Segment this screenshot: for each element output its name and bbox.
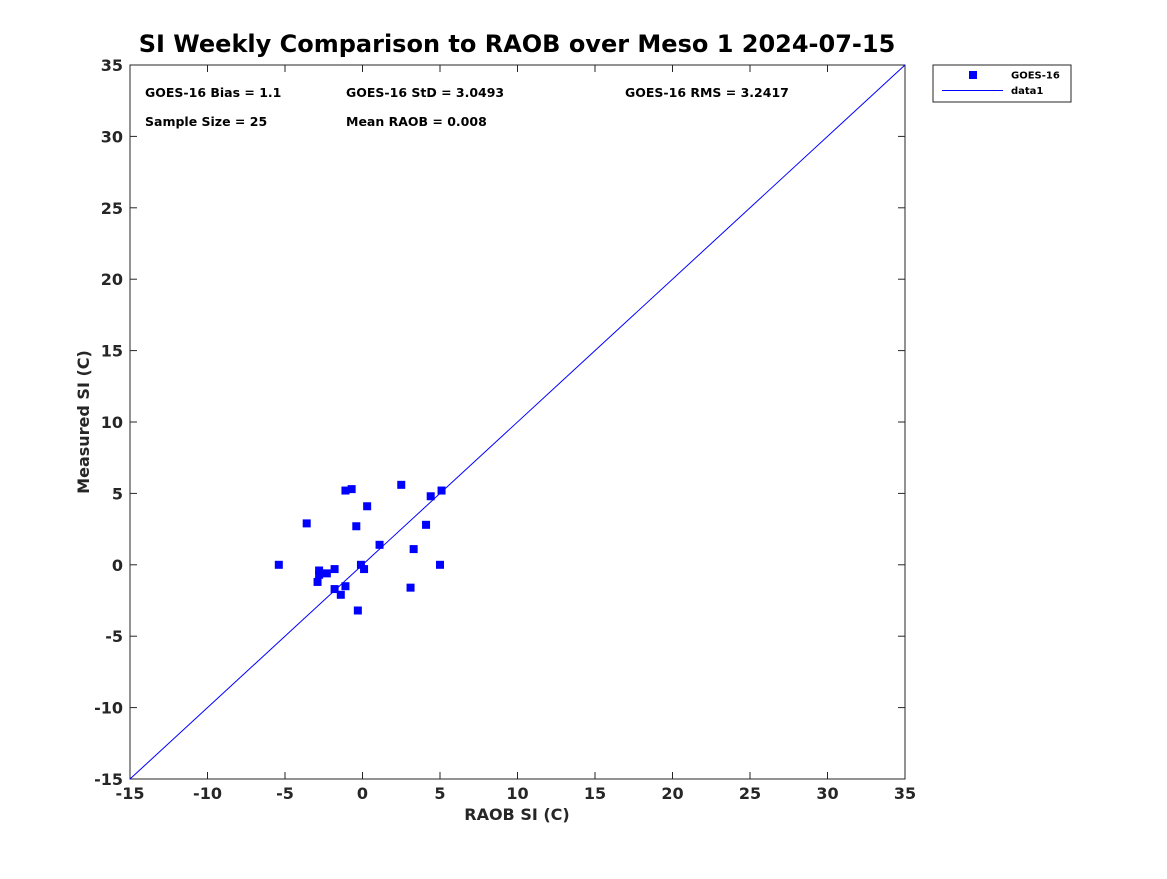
data-point [426,492,435,501]
x-tick-label: -10 [193,784,222,803]
reference-line-series [129,64,906,780]
data-point [436,560,444,569]
data-point [397,480,406,489]
y-tick-label: 15 [101,342,123,361]
y-tick-label: -5 [105,627,123,646]
x-tick-label: -5 [276,784,294,803]
x-tick-label: 20 [661,784,683,803]
legend-box [932,64,1072,103]
data-point [347,485,356,494]
rms-stat: GOES-16 RMS = 3.2417 [625,85,789,100]
data-point [406,583,415,592]
reference-line [129,64,906,780]
legend-label-goes16: GOES-16 [1011,71,1060,82]
chart-title: SI Weekly Comparison to RAOB over Meso 1… [139,30,896,58]
legend: GOES-16 data1 [932,64,1072,103]
data-point [409,545,418,554]
y-tick-label: 10 [101,413,123,432]
data-point [360,565,369,574]
data-point [336,590,345,599]
data-point [274,560,283,569]
bias-stat: GOES-16 Bias = 1.1 [145,85,281,100]
goes16-points-series [274,480,446,615]
x-axis: -15 -10 -5 0 5 10 15 20 25 30 35 [116,65,916,803]
data-point [315,566,324,575]
y-tick-label: 35 [101,56,123,75]
x-tick-label: 35 [894,784,916,803]
x-tick-label: 10 [506,784,528,803]
x-tick-label: -15 [116,784,145,803]
data-point [437,486,446,495]
data-point [356,560,365,569]
data-point [322,569,331,578]
y-tick-label: 20 [101,270,123,289]
y-axis-label: Measured SI (C) [74,350,93,494]
data-point [353,606,362,615]
data-point [352,522,361,531]
x-tick-label: 30 [816,784,838,803]
std-stat: GOES-16 StD = 3.0493 [346,85,504,100]
x-axis-label: RAOB SI (C) [464,805,569,824]
x-tick-label: 5 [434,784,445,803]
y-tick-label: 0 [112,556,123,575]
data-point [375,540,384,549]
data-point [313,577,322,586]
data-point [341,486,350,495]
data-point [315,570,324,579]
data-point [341,582,350,591]
data-point [330,585,339,594]
mean-raob-stat: Mean RAOB = 0.008 [346,114,487,129]
x-tick-label: 25 [739,784,761,803]
data-point [422,520,431,529]
x-tick-label: 15 [584,784,606,803]
x-tick-label: 0 [357,784,368,803]
data-point [363,502,372,511]
y-tick-label: -15 [94,770,123,789]
y-tick-label: 5 [112,484,123,503]
y-tick-label: -10 [94,699,123,718]
legend-marker-goes16 [969,71,977,79]
data-point [330,565,339,574]
data-point [302,519,311,528]
y-tick-label: 30 [101,127,123,146]
legend-label-data1: data1 [1011,86,1043,97]
sample-size-stat: Sample Size = 25 [145,114,267,129]
y-tick-label: 25 [101,199,123,218]
y-axis: -15 -10 -5 0 5 10 15 20 25 30 35 [94,56,905,789]
